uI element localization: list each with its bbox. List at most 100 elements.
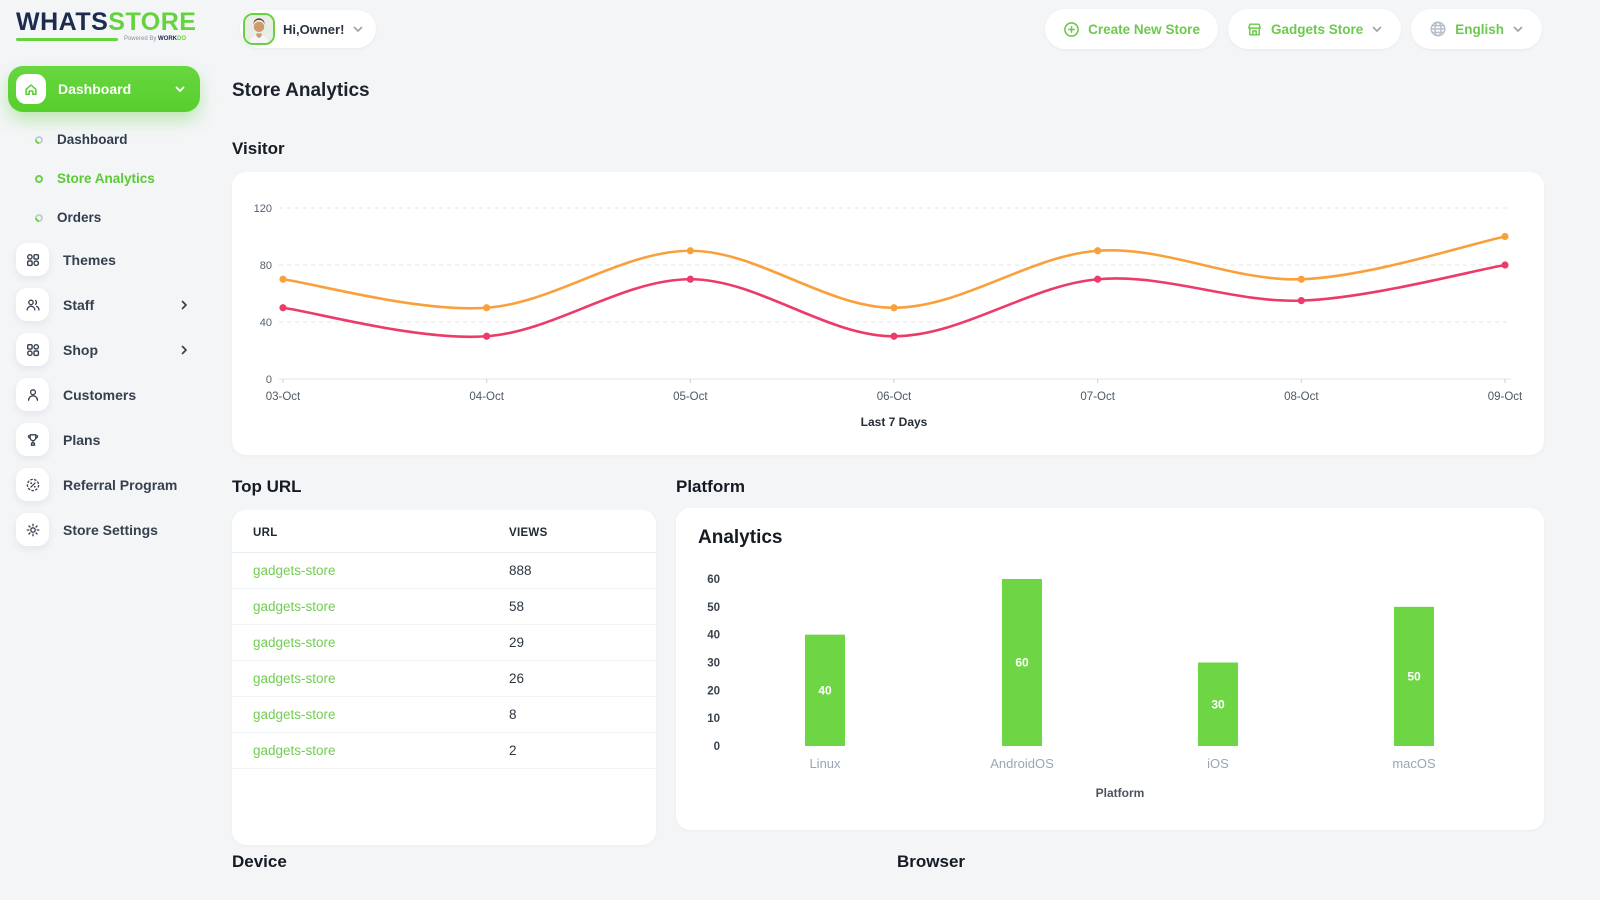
sidebar-item-shop[interactable]: Shop xyxy=(8,327,200,372)
logo-tagline: Powered By WORKDO xyxy=(16,36,186,42)
svg-text:60: 60 xyxy=(1015,656,1029,670)
sidebar-item-customers[interactable]: Customers xyxy=(8,372,200,417)
svg-text:05-Oct: 05-Oct xyxy=(673,391,708,403)
bullet-icon xyxy=(33,172,45,185)
url-link[interactable]: gadgets-store xyxy=(253,599,336,614)
svg-text:macOS: macOS xyxy=(1392,756,1436,771)
svg-text:04-Oct: 04-Oct xyxy=(469,391,504,403)
sidebar-item-label: Referral Program xyxy=(63,476,178,493)
user-menu-button[interactable]: Hi,Owner! xyxy=(240,10,377,48)
table-header-row: URL VIEWS xyxy=(232,510,656,553)
whatsstore-logo[interactable]: WHATSSTORE Powered By WORKDO xyxy=(16,8,197,42)
svg-text:03-Oct: 03-Oct xyxy=(266,391,301,403)
platform-bar-chart: 0 10 20 30 40 50 60 40 Linux 60 AndroidOS 30 iOS 50 ma… xyxy=(707,574,1436,800)
views-value: 2 xyxy=(509,743,517,758)
svg-text:30: 30 xyxy=(1211,697,1225,711)
views-value: 8 xyxy=(509,707,517,722)
sidebar-subitem-orders[interactable]: Orders xyxy=(8,198,200,237)
svg-text:60: 60 xyxy=(707,574,720,586)
logo-wordmark: WHATSSTORE xyxy=(16,8,197,36)
sidebar-item-label: Themes xyxy=(63,251,116,268)
svg-text:0: 0 xyxy=(714,741,720,753)
views-value: 29 xyxy=(509,635,525,650)
views-value: 26 xyxy=(509,671,525,686)
sidebar: Dashboard Dashboard Store Analytics Orders… xyxy=(8,66,200,552)
svg-text:10: 10 xyxy=(707,713,720,725)
sidebar-item-referral-program[interactable]: Referral Program xyxy=(8,462,200,507)
svg-text:40: 40 xyxy=(260,317,272,329)
svg-text:40: 40 xyxy=(707,630,720,642)
svg-text:0: 0 xyxy=(266,374,272,386)
sidebar-item-label: Store Settings xyxy=(63,521,158,538)
sidebar-subitem-label: Dashboard xyxy=(57,132,128,147)
sidebar-item-staff[interactable]: Staff xyxy=(8,282,200,327)
chevron-down-icon xyxy=(354,26,363,32)
user-avatar xyxy=(243,13,275,45)
svg-text:07-Oct: 07-Oct xyxy=(1080,391,1115,403)
sidebar-item-store-settings[interactable]: Store Settings xyxy=(8,507,200,552)
svg-text:iOS: iOS xyxy=(1207,756,1229,771)
visitor-section-title: Visitor xyxy=(232,139,285,158)
plus-circle-icon xyxy=(1064,21,1080,37)
customers-person-icon xyxy=(16,378,49,411)
visitor-line-chart: 0 40 80 120 03-Oct 04-Oct 05-Oct 06-Oct 07-Oct 08… xyxy=(254,203,1523,429)
logo-underline xyxy=(16,37,118,41)
views-value: 58 xyxy=(509,599,525,614)
table-row: gadgets-store 26 xyxy=(232,661,656,697)
chevron-right-icon xyxy=(181,345,187,354)
chevron-down-icon xyxy=(1372,26,1382,32)
globe-icon xyxy=(1430,21,1446,37)
create-new-store-button[interactable]: Create New Store xyxy=(1045,9,1218,49)
store-selector-button[interactable]: Gadgets Store xyxy=(1227,9,1402,49)
sidebar-item-plans[interactable]: Plans xyxy=(8,417,200,462)
platform-chart-title: Analytics xyxy=(698,527,783,548)
url-link[interactable]: gadgets-store xyxy=(253,707,336,722)
sidebar-subitem-label: Orders xyxy=(57,210,102,225)
staff-people-icon xyxy=(16,288,49,321)
settings-gear-icon xyxy=(16,513,49,546)
device-section-title: Device xyxy=(232,852,287,871)
url-link[interactable]: gadgets-store xyxy=(253,635,336,650)
storefront-icon xyxy=(1247,22,1261,36)
top-url-table-card: URL VIEWS gadgets-store 888 gadgets-store 5… xyxy=(232,510,656,845)
svg-text:Linux: Linux xyxy=(809,756,841,771)
sidebar-group-dashboard[interactable]: Dashboard xyxy=(8,66,200,112)
plans-trophy-icon xyxy=(16,423,49,456)
sidebar-item-themes[interactable]: Themes xyxy=(8,237,200,282)
column-header-views: VIEWS xyxy=(509,527,548,539)
url-link[interactable]: gadgets-store xyxy=(253,743,336,758)
shop-grid-icon xyxy=(16,333,49,366)
svg-text:Platform: Platform xyxy=(1096,786,1145,800)
platform-chart-card: Analytics 0 10 20 30 40 50 60 40 Linux 60 AndroidO… xyxy=(676,508,1544,830)
svg-text:120: 120 xyxy=(254,203,272,215)
url-link[interactable]: gadgets-store xyxy=(253,563,336,578)
topbar-actions: Create New Store Gadgets Store English xyxy=(1045,9,1542,49)
language-selector-button[interactable]: English xyxy=(1411,9,1542,49)
bullet-icon xyxy=(33,211,45,224)
table-row: gadgets-store 2 xyxy=(232,733,656,769)
sidebar-subitem-dashboard[interactable]: Dashboard xyxy=(8,120,200,159)
svg-text:80: 80 xyxy=(260,260,272,272)
visitor-chart-card: 0 40 80 120 03-Oct 04-Oct 05-Oct 06-Oct 07-Oct 08… xyxy=(232,172,1544,455)
browser-section-title: Browser xyxy=(897,852,966,871)
sidebar-group-label: Dashboard xyxy=(58,81,132,97)
sidebar-items: Themes Staff Shop Customers Plans Referral Pr… xyxy=(8,237,200,552)
svg-text:30: 30 xyxy=(707,658,720,670)
svg-text:AndroidOS: AndroidOS xyxy=(990,756,1054,771)
table-body: gadgets-store 888 gadgets-store 58 gadgets-s… xyxy=(232,553,656,769)
themes-grid-icon xyxy=(16,243,49,276)
topbar: WHATSSTORE Powered By WORKDO Hi,Owner! xyxy=(0,0,1600,58)
url-link[interactable]: gadgets-store xyxy=(253,671,336,686)
sidebar-item-label: Shop xyxy=(63,341,98,358)
top-url-section-title: Top URL xyxy=(232,477,302,496)
svg-text:50: 50 xyxy=(1407,669,1421,683)
sidebar-subitem-store-analytics[interactable]: Store Analytics xyxy=(8,159,200,198)
table-row: gadgets-store 8 xyxy=(232,697,656,733)
sidebar-submenu: Dashboard Store Analytics Orders xyxy=(8,112,200,237)
user-greeting: Hi,Owner! xyxy=(283,21,345,37)
svg-text:09-Oct: 09-Oct xyxy=(1488,391,1523,403)
chevron-down-icon xyxy=(1513,26,1523,32)
svg-text:50: 50 xyxy=(707,602,720,614)
column-header-url: URL xyxy=(253,527,278,539)
page-title: Store Analytics xyxy=(232,80,370,101)
